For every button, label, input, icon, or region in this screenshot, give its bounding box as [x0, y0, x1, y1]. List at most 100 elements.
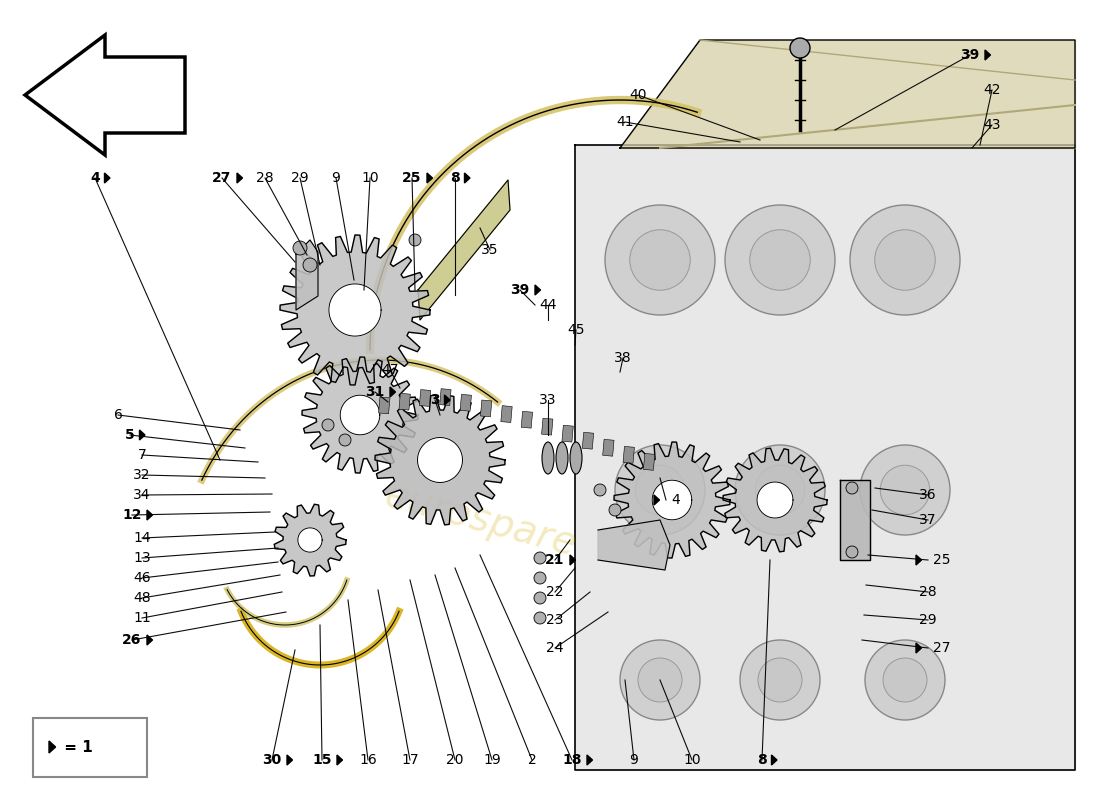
- Polygon shape: [375, 395, 505, 525]
- Bar: [378, 397, 390, 414]
- Text: 29: 29: [920, 613, 937, 627]
- Polygon shape: [771, 755, 777, 765]
- Text: 35: 35: [482, 243, 498, 257]
- Polygon shape: [427, 173, 432, 183]
- Circle shape: [620, 640, 700, 720]
- Text: 6: 6: [113, 408, 122, 422]
- Circle shape: [846, 482, 858, 494]
- Ellipse shape: [570, 442, 582, 474]
- Circle shape: [740, 640, 820, 720]
- Text: 48: 48: [133, 591, 151, 605]
- Circle shape: [735, 445, 825, 535]
- Text: 16: 16: [359, 753, 377, 767]
- Text: 46: 46: [133, 571, 151, 585]
- Text: 15: 15: [312, 753, 332, 767]
- Circle shape: [758, 658, 802, 702]
- Text: 19: 19: [483, 753, 500, 767]
- Text: 5: 5: [125, 428, 135, 442]
- Text: 24: 24: [547, 641, 563, 655]
- Circle shape: [865, 640, 945, 720]
- Polygon shape: [654, 495, 660, 505]
- Polygon shape: [418, 438, 462, 482]
- Polygon shape: [916, 555, 922, 565]
- Text: 28: 28: [920, 585, 937, 599]
- Text: 20: 20: [447, 753, 464, 767]
- Text: 13: 13: [133, 551, 151, 565]
- Circle shape: [846, 546, 858, 558]
- Text: 40: 40: [629, 88, 647, 102]
- Text: 41: 41: [616, 115, 634, 129]
- Text: 43: 43: [983, 118, 1001, 132]
- Bar: [460, 394, 472, 411]
- Text: 21: 21: [546, 553, 564, 567]
- Text: 37: 37: [920, 513, 937, 527]
- Text: 25: 25: [403, 171, 421, 185]
- Bar: [500, 406, 513, 422]
- Circle shape: [409, 234, 421, 246]
- Text: 44: 44: [539, 298, 557, 312]
- Text: 28: 28: [256, 171, 274, 185]
- Text: 2: 2: [528, 753, 537, 767]
- Bar: [541, 418, 553, 435]
- Bar: [399, 394, 410, 410]
- Text: 17: 17: [402, 753, 419, 767]
- Text: 7: 7: [138, 448, 146, 462]
- Circle shape: [605, 205, 715, 315]
- Polygon shape: [570, 555, 575, 565]
- Polygon shape: [840, 480, 870, 560]
- Bar: [440, 389, 451, 406]
- Polygon shape: [280, 235, 430, 385]
- Polygon shape: [287, 755, 293, 765]
- Polygon shape: [50, 741, 56, 753]
- Text: 3: 3: [430, 393, 440, 407]
- Text: 47: 47: [382, 363, 398, 377]
- Text: 18: 18: [562, 753, 582, 767]
- Circle shape: [850, 205, 960, 315]
- Circle shape: [725, 205, 835, 315]
- Text: 30: 30: [263, 753, 282, 767]
- Bar: [603, 439, 614, 456]
- Text: 14: 14: [133, 531, 151, 545]
- Text: 27: 27: [212, 171, 232, 185]
- Circle shape: [594, 484, 606, 496]
- Circle shape: [629, 230, 691, 290]
- Polygon shape: [390, 387, 396, 397]
- Text: 39: 39: [510, 283, 529, 297]
- Text: 38: 38: [614, 351, 631, 365]
- Circle shape: [750, 230, 811, 290]
- Polygon shape: [274, 504, 346, 576]
- Polygon shape: [757, 482, 793, 518]
- Polygon shape: [104, 173, 110, 183]
- Text: 42: 42: [983, 83, 1001, 97]
- Text: 4: 4: [90, 171, 100, 185]
- Circle shape: [534, 572, 546, 584]
- Circle shape: [615, 445, 705, 535]
- Polygon shape: [587, 755, 593, 765]
- Polygon shape: [147, 510, 153, 520]
- Text: = 1: = 1: [59, 739, 92, 754]
- Circle shape: [880, 466, 929, 514]
- Text: 10: 10: [683, 753, 701, 767]
- Bar: [419, 390, 431, 406]
- Bar: [644, 454, 654, 470]
- Circle shape: [534, 612, 546, 624]
- Text: 26: 26: [122, 633, 142, 647]
- Circle shape: [339, 434, 351, 446]
- Circle shape: [534, 552, 546, 564]
- Text: 25: 25: [933, 553, 950, 567]
- Circle shape: [790, 38, 810, 58]
- Text: 34: 34: [133, 488, 151, 502]
- Polygon shape: [25, 35, 185, 155]
- Text: 22: 22: [547, 585, 563, 599]
- Bar: [582, 432, 594, 449]
- Text: 31: 31: [365, 385, 385, 399]
- Polygon shape: [984, 50, 990, 60]
- Polygon shape: [598, 520, 670, 570]
- Circle shape: [302, 258, 317, 272]
- Bar: [521, 411, 532, 428]
- Circle shape: [534, 592, 546, 604]
- Text: 27: 27: [933, 641, 950, 655]
- Text: 9: 9: [629, 753, 638, 767]
- Polygon shape: [620, 40, 1075, 148]
- Text: 8: 8: [757, 753, 767, 767]
